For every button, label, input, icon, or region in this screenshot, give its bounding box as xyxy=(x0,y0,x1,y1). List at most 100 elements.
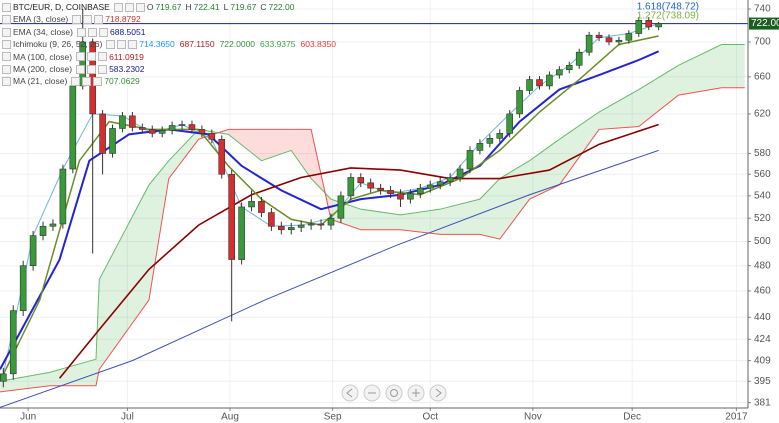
cloud-fill xyxy=(49,359,96,386)
candle-body xyxy=(635,20,643,34)
candle-body xyxy=(218,139,226,175)
cloud-span xyxy=(0,87,745,393)
icon xyxy=(87,52,97,62)
candle-body xyxy=(516,90,523,115)
candle-body xyxy=(49,223,57,227)
cloud-fill xyxy=(638,65,679,127)
indicator-row: EMA (3, close) 718.8792 xyxy=(2,13,341,25)
candle-body xyxy=(595,34,603,39)
icon xyxy=(71,77,81,87)
symbol-row: BTC/EUR, D, COINBASE O 719.67 H 722.41 L 719.… xyxy=(2,1,341,13)
y-tick-label: 424 xyxy=(754,334,771,345)
candle-body xyxy=(109,128,116,154)
icon xyxy=(135,2,145,12)
candle-body xyxy=(357,177,365,184)
candle-body xyxy=(178,124,186,126)
indicator-line xyxy=(0,149,659,408)
y-tick-label: 500 xyxy=(754,236,771,247)
price-box xyxy=(749,17,779,30)
indicator-value: 583.2302 xyxy=(109,64,145,75)
candle-body xyxy=(327,217,335,226)
indicator-value: 687.1150 xyxy=(179,39,215,50)
nav-buttons xyxy=(341,384,447,402)
candle-body xyxy=(565,64,573,70)
candle-body xyxy=(426,184,434,189)
ohlc-label: C xyxy=(260,2,267,12)
indicator-name: MA (21, close) xyxy=(13,76,68,87)
candle-body xyxy=(69,85,77,170)
indicator-value: 722.0000 xyxy=(219,39,256,50)
cloud-fill xyxy=(599,89,639,130)
candle-body xyxy=(476,143,484,151)
icon xyxy=(99,27,108,37)
ohlc-label: L xyxy=(223,2,229,12)
cloud-fill xyxy=(291,129,312,179)
indicator-row: MA (200, close) 583.2302 xyxy=(2,63,341,75)
y-tick-label: 560 xyxy=(754,169,771,180)
y-tick-label: 480 xyxy=(754,260,771,271)
candle-body xyxy=(119,115,126,129)
candle-body xyxy=(655,23,662,28)
icon xyxy=(2,39,11,49)
icon xyxy=(98,52,108,62)
candle-body xyxy=(148,129,156,134)
candle-body xyxy=(268,212,275,227)
x-tick-label: Dec xyxy=(623,412,641,423)
price-text: 722.00 xyxy=(751,18,779,29)
symbol: BTC/EUR, D, COINBASE xyxy=(13,2,110,12)
legend: BTC/EUR, D, COINBASE O 719.67 H 722.41 L 719.… xyxy=(2,1,341,88)
candle-body xyxy=(198,129,206,134)
candle-body xyxy=(238,206,245,260)
indicator-name: MA (100, close) xyxy=(13,51,73,62)
candle-body xyxy=(407,193,414,200)
y-tick-label: 409 xyxy=(754,355,771,366)
x-tick-label: Sep xyxy=(324,412,342,423)
indicator-name: MA (200, close) xyxy=(13,64,73,75)
scroll-left-button[interactable] xyxy=(341,384,359,402)
y-tick-label: 520 xyxy=(754,213,771,224)
scroll-right-button[interactable] xyxy=(429,384,447,402)
grid xyxy=(0,0,748,408)
indicator-row: MA (100, close) 611.0919 xyxy=(2,51,341,63)
candle-body xyxy=(307,223,315,226)
candle-body xyxy=(546,74,553,87)
candle-body xyxy=(129,115,136,128)
candle-body xyxy=(0,373,7,382)
candle-body xyxy=(466,150,474,170)
candle-body xyxy=(496,133,504,139)
icon xyxy=(77,27,86,37)
icon xyxy=(76,64,86,74)
cloud-fill xyxy=(168,129,199,179)
fib-label: 1.618(748.72) xyxy=(637,2,699,13)
y-tick-label: 700 xyxy=(754,37,771,48)
indicator-row: Ichimoku (9, 26, 52, 26) 714.3650 687.1150… xyxy=(2,38,341,50)
icon xyxy=(98,64,108,74)
x-tick-label: Jun xyxy=(20,412,36,423)
indicator-value: 603.8350 xyxy=(300,39,336,50)
cloud-fill xyxy=(440,199,480,235)
candle-body xyxy=(347,177,355,197)
candle-body xyxy=(397,193,404,200)
y-tick-label: 440 xyxy=(754,312,771,323)
cloud-fill xyxy=(228,129,262,161)
indicator-row: MA (21, close) 707.0629 xyxy=(2,75,341,87)
indicator-value: 688.5051 xyxy=(110,26,146,37)
candle-body xyxy=(248,201,255,208)
candle-body xyxy=(605,37,613,43)
candle-body xyxy=(287,227,295,231)
reset-button[interactable] xyxy=(385,384,403,402)
icon xyxy=(87,64,97,74)
candle-body xyxy=(158,130,166,134)
icon xyxy=(83,15,93,25)
cloud-fill xyxy=(678,44,722,96)
cloud-fill xyxy=(559,112,600,185)
x-tick-label: Jul xyxy=(121,412,134,423)
cloud-fill xyxy=(479,178,500,240)
candle-body xyxy=(59,168,67,225)
icon xyxy=(2,52,11,62)
indicator-name: Ichimoku (9, 26, 52, 26) xyxy=(13,39,103,50)
cloud-fill xyxy=(198,129,229,140)
indicator-name: EMA (34, close) xyxy=(13,26,73,37)
ohlc-value: 719.67 xyxy=(155,2,182,12)
icon xyxy=(106,39,116,49)
